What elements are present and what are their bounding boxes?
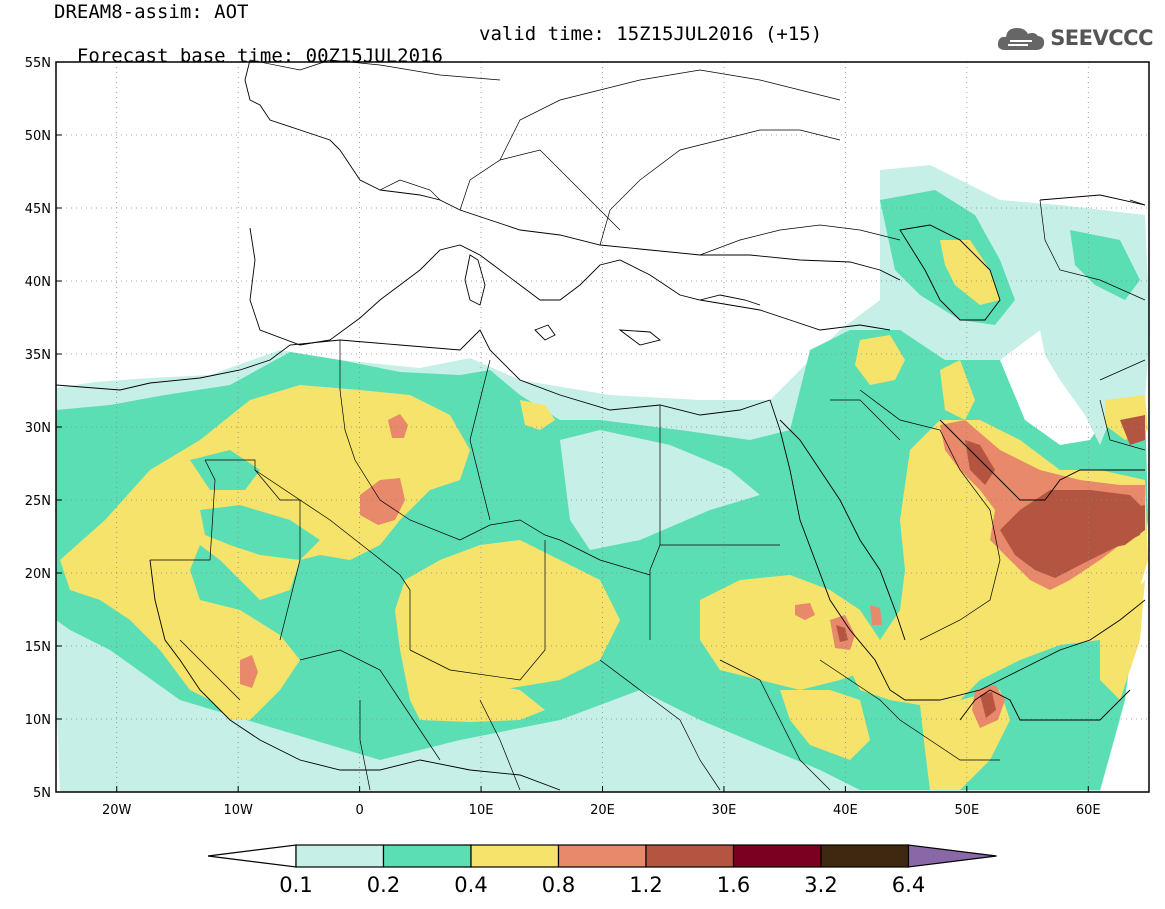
lat-tick-label: 10N <box>25 713 51 728</box>
longitude-labels: 20W 10W 0 10E 20E 30E 40E 50E 60E <box>102 803 1101 818</box>
colorbar <box>207 844 997 868</box>
colorbar-level-label: 6.4 <box>892 873 925 897</box>
lat-tick-label: 55N <box>25 56 51 71</box>
colorbar-labels: 0.1 0.2 0.4 0.8 1.2 1.6 3.2 6.4 <box>279 873 925 897</box>
lon-tick-label: 30E <box>712 803 737 818</box>
seevccc-logo: SEEVCCC <box>996 22 1153 54</box>
logo-text: SEEVCCC <box>1050 26 1153 50</box>
colorbar-level-label: 0.2 <box>367 873 400 897</box>
colorbar-under-arrow <box>207 844 297 868</box>
cloud-icon <box>998 28 1045 50</box>
colorbar-segment <box>820 844 910 868</box>
map-frame <box>55 61 1150 793</box>
lat-tick-label: 50N <box>25 129 51 144</box>
colorbar-segment <box>557 844 647 868</box>
lat-tick-label: 30N <box>25 421 51 436</box>
colorbar-level-label: 1.6 <box>717 873 750 897</box>
map-gridlines <box>56 61 1149 793</box>
colorbar-level-label: 0.4 <box>454 873 487 897</box>
colorbar-level-label: 0.8 <box>542 873 575 897</box>
lat-tick-label: 15N <box>25 640 51 655</box>
lat-tick-label: 25N <box>25 494 51 509</box>
colorbar-segment <box>470 844 560 868</box>
lon-tick-label: 20W <box>102 803 132 818</box>
colorbar-level-label: 1.2 <box>629 873 662 897</box>
map-borders <box>150 59 1146 791</box>
latitude-labels: 55N 50N 45N 40N 35N 30N 25N 20N 15N 10N 5N <box>25 56 51 801</box>
colorbar-segment <box>732 844 822 868</box>
chart-title: DREAM8-assim: AOT <box>54 1 249 23</box>
colorbar-level-label: 0.1 <box>279 873 312 897</box>
lon-tick-label: 40E <box>833 803 858 818</box>
lat-tick-label: 20N <box>25 567 51 582</box>
lat-tick-label: 40N <box>25 275 51 290</box>
colorbar-segment <box>382 844 472 868</box>
colorbar-segment <box>295 844 385 868</box>
lon-tick-label: 60E <box>1076 803 1101 818</box>
lon-tick-label: 50E <box>954 803 979 818</box>
colorbar-segment <box>645 844 735 868</box>
lat-tick-label: 35N <box>25 348 51 363</box>
aot-field <box>56 165 1150 792</box>
lon-tick-label: 10E <box>469 803 494 818</box>
lon-tick-label: 20E <box>590 803 615 818</box>
lat-tick-label: 5N <box>33 786 51 801</box>
colorbar-level-label: 3.2 <box>804 873 837 897</box>
colorbar-over-arrow <box>907 844 997 868</box>
lon-tick-label: 10W <box>223 803 253 818</box>
lon-tick-label: 0 <box>355 803 363 818</box>
lat-tick-label: 45N <box>25 202 51 217</box>
valid-time: valid time: 15Z15JUL2016 (+15) <box>479 23 823 45</box>
